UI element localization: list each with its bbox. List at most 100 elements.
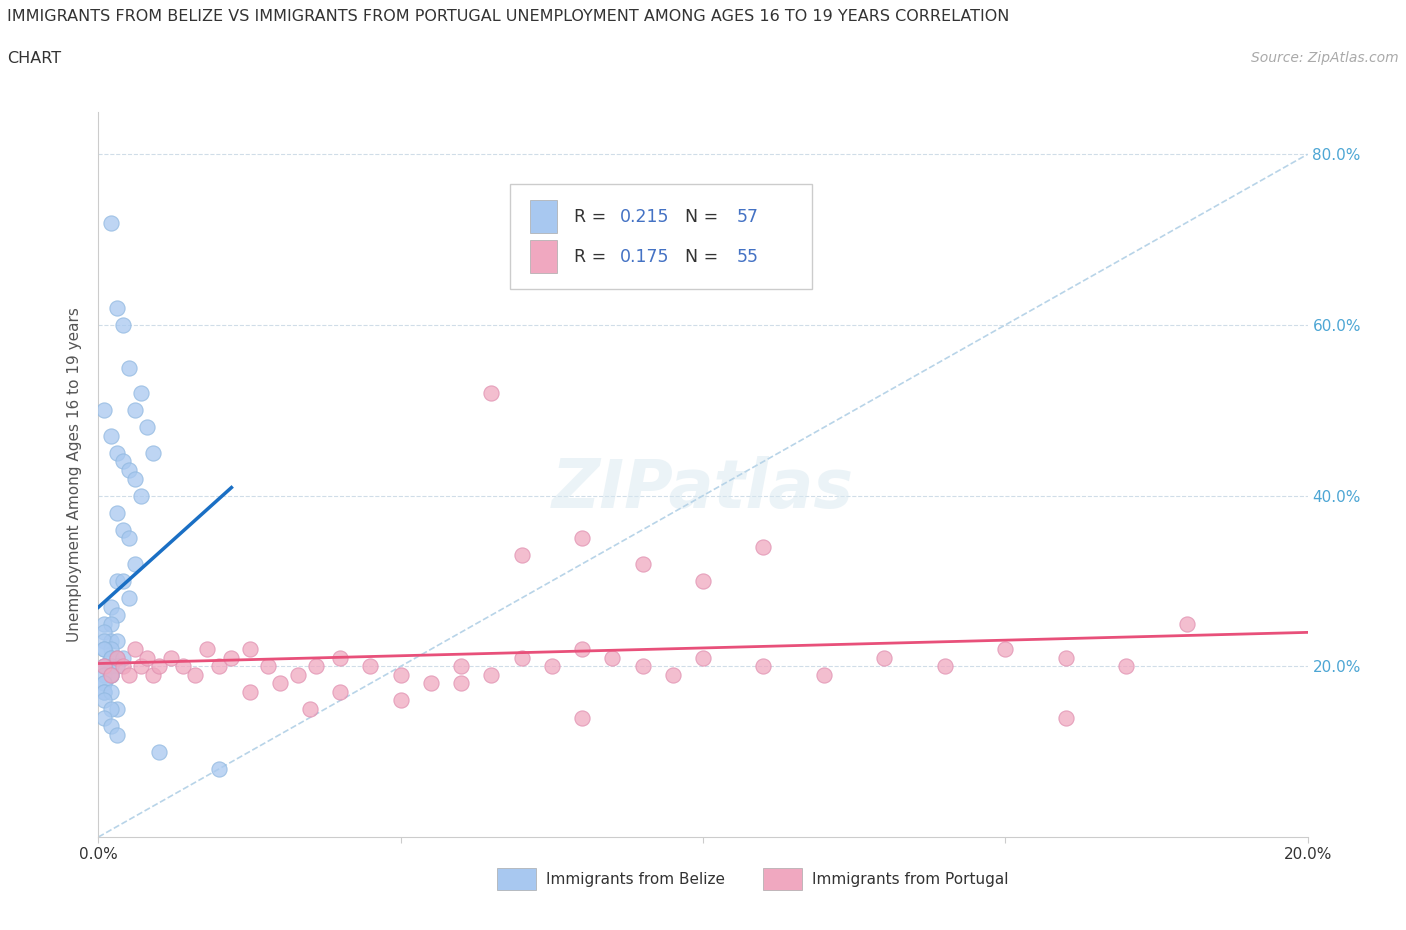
Point [481,386,503,401]
Text: IMMIGRANTS FROM BELIZE VS IMMIGRANTS FROM PORTUGAL UNEMPLOYMENT AMONG AGES 16 TO: IMMIGRANTS FROM BELIZE VS IMMIGRANTS FRO… [7,9,1010,24]
Point [571,711,593,725]
FancyBboxPatch shape [763,869,803,890]
Point [571,642,593,657]
Point [100,668,122,683]
Point [111,523,134,538]
Point [93,617,115,631]
Text: N =: N = [673,207,724,226]
Point [299,701,322,716]
Point [994,642,1017,657]
Point [160,650,183,665]
Point [221,650,243,665]
Point [172,658,194,673]
Point [148,658,170,673]
Point [100,650,122,665]
Point [100,719,122,734]
Text: Immigrants from Belize: Immigrants from Belize [546,871,725,886]
Point [142,668,165,683]
Point [105,505,128,520]
Point [105,633,128,648]
Point [124,642,146,657]
Text: R =: R = [574,247,612,266]
Point [148,744,170,759]
Point [100,668,122,683]
Text: Immigrants from Portugal: Immigrants from Portugal [811,871,1008,886]
Point [105,650,128,665]
Point [420,676,443,691]
Point [450,658,472,673]
Point [934,658,956,673]
Point [571,531,593,546]
Point [752,658,775,673]
Point [111,454,134,469]
Point [1054,711,1077,725]
Point [93,693,115,708]
Point [124,472,146,486]
Point [305,658,328,673]
Text: ZIPatlas: ZIPatlas [553,456,853,522]
Point [208,762,231,777]
Point [100,617,122,631]
Point [184,668,207,683]
Point [105,658,128,673]
Point [111,658,134,673]
Point [105,701,128,716]
Point [93,633,115,648]
Point [752,539,775,554]
Point [100,429,122,444]
Point [208,658,231,673]
Point [142,445,165,460]
Point [105,300,128,315]
Point [100,668,122,683]
Point [105,445,128,460]
Point [602,650,624,665]
Point [100,684,122,699]
Point [360,658,382,673]
Point [631,556,654,571]
Point [100,701,122,716]
Point [510,548,533,563]
Point [287,668,309,683]
Point [129,386,152,401]
Point [93,658,115,673]
Point [195,642,218,657]
Point [661,668,683,683]
Point [111,317,134,332]
Point [1175,617,1198,631]
FancyBboxPatch shape [530,201,557,233]
Point [93,403,115,418]
Point [269,676,291,691]
Point [135,650,157,665]
Point [510,650,533,665]
Point [540,658,562,673]
Point [129,658,152,673]
FancyBboxPatch shape [509,184,811,289]
Point [450,676,472,691]
Point [93,658,115,673]
Point [93,676,115,691]
Point [105,650,128,665]
Point [329,684,352,699]
Point [100,650,122,665]
Point [100,658,122,673]
FancyBboxPatch shape [530,240,557,273]
Point [124,403,146,418]
Point [93,642,115,657]
Text: CHART: CHART [7,51,60,66]
Point [93,658,115,673]
Point [105,574,128,589]
Point [100,642,122,657]
Point [239,642,262,657]
Point [93,684,115,699]
Point [105,607,128,622]
Point [100,599,122,614]
Text: 0.215: 0.215 [620,207,669,226]
Point [135,420,157,435]
Point [118,462,141,477]
Point [100,633,122,648]
Point [93,711,115,725]
Point [105,727,128,742]
Point [1115,658,1137,673]
Text: N =: N = [673,247,724,266]
Point [692,650,714,665]
